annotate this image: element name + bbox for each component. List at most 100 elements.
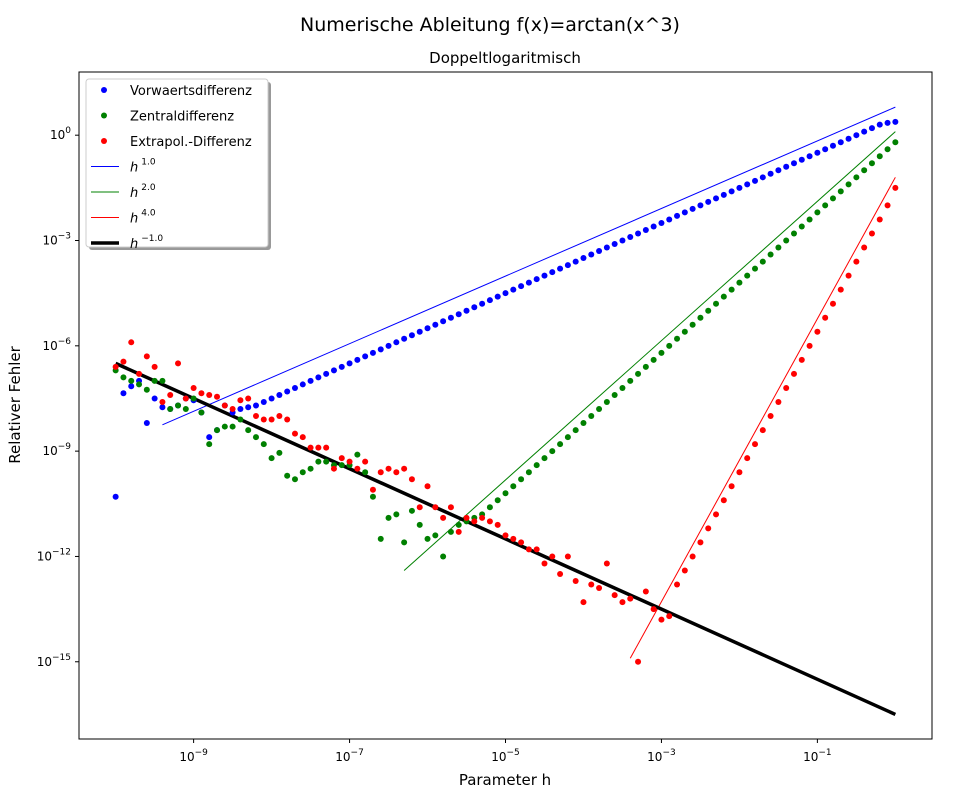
data-point-s1-75 [697,314,704,321]
data-point-s1-2 [128,377,135,384]
data-point-s1-10 [190,395,197,402]
legend-label-1: Zentraldifferenz [130,110,234,125]
data-point-s2-58 [564,553,571,560]
data-point-s0-2 [128,383,135,390]
x-axis-label: Parameter h [459,771,551,789]
data-point-s2-13 [214,393,221,400]
data-point-s2-41 [432,504,439,511]
data-point-s0-40 [424,325,431,332]
data-point-s0-12 [206,434,213,441]
data-point-s0-28 [330,367,337,374]
data-point-s2-30 [346,458,353,465]
data-point-s1-9 [182,406,189,413]
data-point-s2-96 [861,244,868,251]
data-point-s0-61 [588,251,595,258]
data-point-s1-98 [876,153,883,160]
data-point-s0-64 [611,241,618,248]
data-point-s0-86 [783,163,790,170]
data-point-s2-21 [276,413,283,420]
data-point-s1-69 [650,356,657,363]
data-point-s0-78 [720,191,727,198]
data-point-s2-38 [408,476,415,483]
data-point-s1-54 [533,462,540,469]
data-point-s0-0 [112,493,119,500]
data-point-s0-100 [892,118,899,125]
data-point-s0-67 [635,230,642,237]
x-tick-label-1: 10−7 [335,748,364,764]
data-point-s2-49 [494,521,501,528]
data-point-s0-45 [463,307,470,314]
data-point-s1-71 [666,342,673,349]
data-point-s0-89 [806,153,813,160]
data-point-s2-61 [588,581,595,588]
y-axis-ticks: 100 10−3 10−6 10−9 10−12 10−15 [37,126,79,669]
data-point-s2-46 [471,518,478,525]
data-point-s1-58 [564,434,571,441]
data-point-s2-33 [369,486,376,493]
data-point-s1-5 [151,377,158,384]
data-point-s1-14 [221,423,228,430]
x-tick-label-2: 10−5 [491,748,520,764]
x-tick-label-0: 10−9 [179,748,208,764]
data-point-s2-65 [619,599,626,606]
data-point-s2-45 [463,514,470,521]
data-point-s1-29 [338,462,345,469]
data-point-s2-35 [385,465,392,472]
data-point-s1-67 [635,370,642,377]
data-point-s2-12 [206,391,213,398]
data-point-s2-36 [393,469,400,476]
data-point-s0-75 [697,202,704,209]
data-point-s1-16 [237,416,244,423]
data-point-s1-21 [276,449,283,456]
data-point-s1-93 [837,188,844,195]
data-point-s0-50 [502,290,509,297]
data-point-s2-48 [486,518,493,525]
data-point-s0-59 [572,258,579,265]
data-point-s1-48 [486,504,493,511]
data-point-s0-25 [307,377,314,384]
legend-label-5: h 4.0 [130,209,156,227]
data-point-s1-49 [494,497,501,504]
data-point-s0-32 [362,353,369,360]
data-point-s0-96 [861,128,868,135]
data-point-s0-53 [525,279,532,286]
data-point-s1-64 [611,391,618,398]
data-point-s2-47 [479,514,486,521]
y-tick-label-0: 100 [50,126,71,142]
data-point-s0-47 [479,300,486,307]
series-line-6 [114,361,897,717]
data-point-s2-14 [221,402,228,409]
data-point-s2-28 [330,465,337,472]
data-point-s2-63 [603,560,610,567]
data-point-s1-90 [814,209,821,216]
data-point-s0-30 [346,360,353,367]
data-point-s2-20 [268,416,275,423]
data-point-s1-1 [120,374,127,381]
data-point-s1-99 [884,146,891,153]
data-point-s2-2 [128,339,135,346]
data-point-s1-13 [214,427,221,434]
data-point-s2-92 [829,300,836,307]
data-point-s1-32 [362,469,369,476]
data-point-s2-55 [541,560,548,567]
series-line-4 [403,131,896,571]
data-point-s1-34 [377,535,384,542]
data-point-s2-77 [713,511,720,518]
data-point-s2-68 [642,588,649,595]
data-point-s0-79 [728,188,735,195]
data-point-s1-59 [572,427,579,434]
data-point-s2-62 [596,585,603,592]
data-point-s0-23 [291,384,298,391]
data-point-s0-39 [416,328,423,335]
data-point-s2-66 [627,595,634,602]
data-point-s0-94 [845,135,852,142]
data-point-s1-39 [416,521,423,528]
data-point-s2-43 [447,504,454,511]
data-point-s0-21 [276,391,283,398]
data-point-s0-84 [767,170,774,177]
data-point-s1-72 [674,335,681,342]
data-point-s2-72 [674,581,681,588]
data-point-s1-4 [143,386,150,393]
data-point-s1-17 [245,427,252,434]
data-point-s1-78 [720,293,727,300]
